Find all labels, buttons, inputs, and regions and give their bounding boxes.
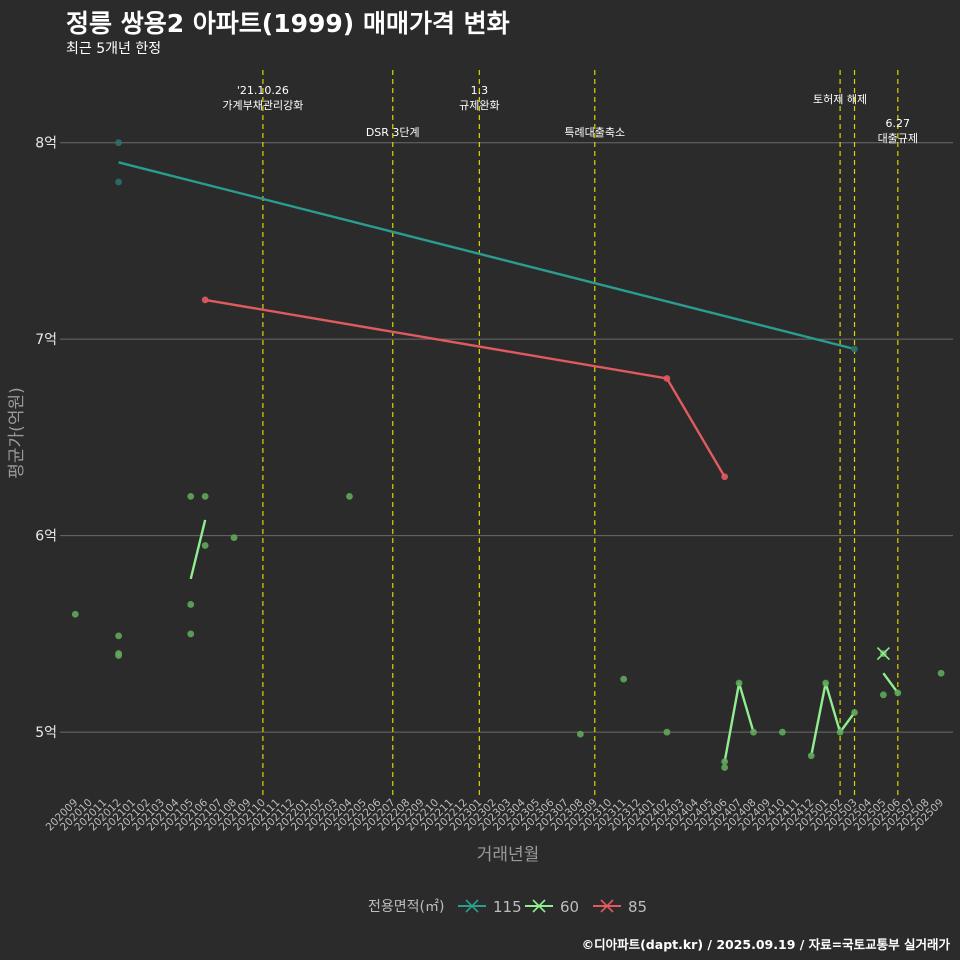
data-point: [721, 758, 729, 766]
series-line-60: [723, 681, 755, 762]
y-axis-ticks: 5억 6억 7억 8억: [35, 136, 57, 741]
policy-label: 규제완화: [459, 99, 499, 112]
policy-label: 대출규제: [878, 132, 918, 145]
y-tick-label: 5억: [35, 725, 57, 741]
source-caption: ©디아파트(dapt.kr) / 2025.09.19 / 자료=국토교통부 실…: [581, 937, 950, 952]
chart-title: 정릉 쌍용2 아파트(1999) 매매가격 변화: [66, 9, 510, 38]
legend-key-60: [525, 899, 553, 913]
data-point: [187, 492, 195, 500]
legend-label: 115: [493, 898, 522, 916]
data-point: [822, 679, 830, 687]
data-point: [346, 492, 353, 500]
data-point: [620, 675, 628, 683]
policy-label: '21.10.26: [237, 84, 289, 97]
data-point: [187, 601, 195, 608]
data-point: [894, 689, 902, 697]
y-tick-label: 7억: [35, 332, 57, 348]
legend-key-cross: [532, 899, 546, 913]
legend-label: 60: [560, 898, 579, 916]
legend-key-115: [458, 899, 486, 913]
series-line-115: [118, 161, 855, 351]
chart-subtitle: 최근 5개년 한정: [66, 41, 162, 57]
legend-key-cross: [465, 899, 479, 913]
legend-title: 전용면적(㎡): [368, 899, 444, 915]
series-line-60: [810, 681, 856, 756]
series-lines: [118, 161, 899, 762]
data-point: [187, 630, 195, 638]
policy-label: 가계부채관리강화: [222, 99, 303, 112]
series-line-60: [189, 519, 207, 580]
data-point: [750, 728, 757, 736]
gridlines: [60, 142, 953, 733]
series-line-85: [204, 298, 726, 478]
data-point: [115, 139, 122, 147]
y-axis-title: 평균가(억원): [7, 387, 27, 478]
cross-stroke: [876, 646, 890, 661]
policy-label: 6.27: [886, 117, 911, 130]
data-point: [836, 728, 844, 736]
data-point: [851, 345, 858, 353]
data-point: [807, 752, 815, 760]
policy-label: 특례대출축소: [564, 126, 625, 139]
data-point: [937, 669, 945, 677]
x-axis-ticks: 2020092020102020112020122021012021022021…: [44, 796, 947, 833]
data-point: [576, 730, 584, 738]
legend-label: 85: [628, 898, 647, 916]
cross-marker: [876, 646, 890, 661]
data-point: [721, 764, 729, 771]
data-points: [71, 139, 945, 771]
x-axis-title: 거래년월: [477, 845, 540, 865]
policy-label: DSR 3단계: [366, 126, 420, 139]
data-point: [115, 178, 122, 186]
data-point: [115, 632, 122, 640]
policy-label: 토허제 해제: [813, 92, 867, 106]
data-point: [851, 709, 858, 716]
data-point: [663, 728, 671, 736]
y-tick-label: 8억: [35, 136, 57, 152]
data-point: [230, 534, 238, 542]
data-point: [778, 728, 786, 736]
series-line-60: [882, 672, 899, 694]
data-point: [71, 610, 79, 618]
legend: 전용면적(㎡) 115 60 85: [368, 898, 647, 916]
data-point: [201, 296, 209, 304]
data-point: [735, 679, 743, 687]
data-point: [721, 473, 729, 481]
data-point: [879, 691, 887, 699]
legend-key-cross: [600, 899, 614, 913]
data-point: [201, 542, 209, 549]
legend-key-85: [593, 899, 621, 913]
y-tick-label: 6억: [35, 529, 57, 545]
data-point: [663, 375, 671, 382]
data-point: [201, 492, 209, 500]
data-point: [115, 652, 122, 659]
policy-label: 1.3: [471, 84, 489, 97]
